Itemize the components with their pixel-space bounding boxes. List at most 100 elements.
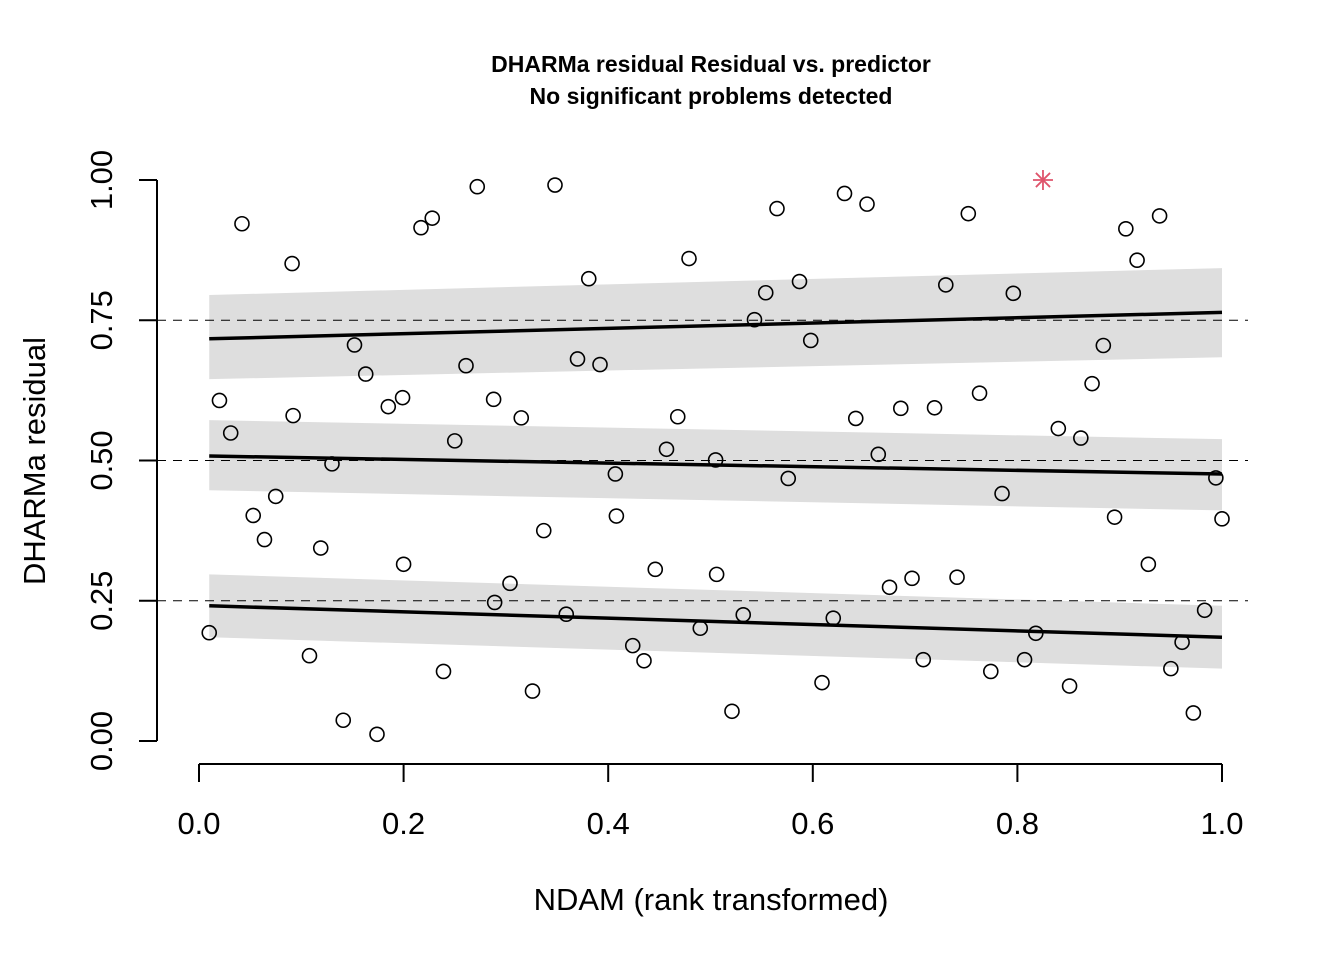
x-axis-ticks: 0.0 0.2 0.4 0.6 0.8 1.0	[177, 764, 1244, 841]
data-point	[267, 488, 284, 505]
data-point	[1174, 634, 1190, 651]
data-point	[1196, 602, 1213, 619]
data-point	[836, 185, 853, 202]
data-point	[949, 569, 965, 585]
data-point	[708, 566, 725, 583]
y-tick-label: 0.25	[84, 571, 119, 631]
data-point	[446, 433, 463, 449]
data-point	[757, 284, 774, 301]
data-point	[647, 561, 664, 578]
data-point	[395, 556, 412, 573]
data-point	[592, 356, 608, 373]
data-point	[245, 507, 262, 524]
y-tick-label: 0.00	[84, 711, 119, 771]
data-point	[502, 575, 518, 592]
data-point	[926, 399, 943, 416]
data-point	[870, 446, 887, 463]
data-point	[380, 398, 397, 415]
data-point	[1129, 252, 1145, 269]
data-point	[1005, 285, 1022, 302]
data-point	[1016, 651, 1033, 668]
x-tick-label: 0.8	[996, 806, 1039, 841]
data-point	[413, 219, 429, 236]
data-point	[1028, 625, 1044, 642]
data-point	[681, 250, 697, 267]
data-point	[1185, 705, 1202, 721]
data-point	[435, 663, 452, 680]
data-point	[524, 683, 541, 699]
outlier-point	[1032, 170, 1053, 190]
data-point	[335, 712, 352, 729]
data-point	[624, 637, 641, 654]
data-point	[222, 425, 239, 441]
data-point	[485, 391, 502, 408]
data-point	[814, 674, 830, 691]
data-point	[971, 385, 988, 401]
data-point	[658, 441, 675, 458]
residual-points	[201, 177, 1230, 743]
data-point	[847, 410, 864, 427]
data-point	[324, 456, 340, 472]
quantile-fit-line	[209, 454, 1223, 476]
y-axis: 0.00 0.25 0.50 0.75 1.00	[84, 150, 158, 771]
data-point	[458, 357, 474, 374]
y-tick-label: 0.50	[84, 430, 119, 490]
data-point	[234, 215, 250, 232]
quantile-fit-line	[209, 604, 1223, 639]
x-axis-label: NDAM (rank transformed)	[534, 882, 889, 917]
data-point	[735, 606, 752, 623]
data-point	[1084, 375, 1100, 392]
data-point	[960, 205, 977, 222]
data-point	[724, 703, 740, 720]
data-point	[369, 726, 385, 743]
chart-title: DHARMa residual Residual vs. predictor	[491, 51, 931, 77]
data-point	[547, 177, 563, 193]
data-point	[312, 540, 329, 556]
y-tick-label: 1.00	[84, 150, 119, 210]
x-tick-label: 0.4	[587, 806, 630, 841]
y-axis-ticks: 0.00 0.25 0.50 0.75 1.00	[84, 150, 157, 771]
data-point	[535, 522, 552, 539]
data-point	[256, 531, 273, 548]
data-point	[346, 337, 363, 353]
x-tick-label: 0.6	[791, 806, 834, 841]
data-point	[1073, 430, 1089, 446]
data-point	[669, 408, 686, 425]
chart-subtitle: No significant problems detected	[530, 83, 893, 109]
data-point	[607, 466, 624, 482]
y-axis-label: DHARMa residual	[17, 337, 52, 585]
data-point	[558, 606, 575, 623]
quantile-fit-lines	[209, 310, 1223, 639]
data-point	[285, 407, 301, 424]
data-point	[357, 366, 374, 382]
data-point	[915, 651, 932, 668]
confidence-band	[209, 268, 1223, 380]
data-point	[486, 594, 503, 611]
data-point	[825, 610, 842, 626]
data-point	[707, 452, 724, 468]
data-point	[1163, 660, 1179, 677]
data-point	[1061, 678, 1078, 694]
outlier-points	[1032, 170, 1053, 190]
data-point	[569, 351, 586, 367]
data-point	[469, 178, 486, 195]
data-point	[1106, 509, 1123, 525]
data-point	[1208, 470, 1224, 486]
data-point	[608, 508, 625, 524]
confidence-bands	[209, 268, 1223, 669]
data-point	[892, 400, 909, 417]
data-point	[1151, 208, 1168, 224]
data-point	[211, 392, 228, 409]
data-point	[201, 624, 218, 641]
data-point	[780, 470, 797, 487]
data-point	[859, 196, 875, 212]
data-point	[904, 570, 920, 587]
data-point	[802, 332, 819, 349]
x-tick-label: 0.2	[382, 806, 425, 841]
data-point	[580, 270, 597, 287]
data-point	[636, 652, 652, 669]
data-point	[791, 273, 808, 290]
data-point	[692, 620, 709, 637]
data-point	[424, 210, 441, 226]
